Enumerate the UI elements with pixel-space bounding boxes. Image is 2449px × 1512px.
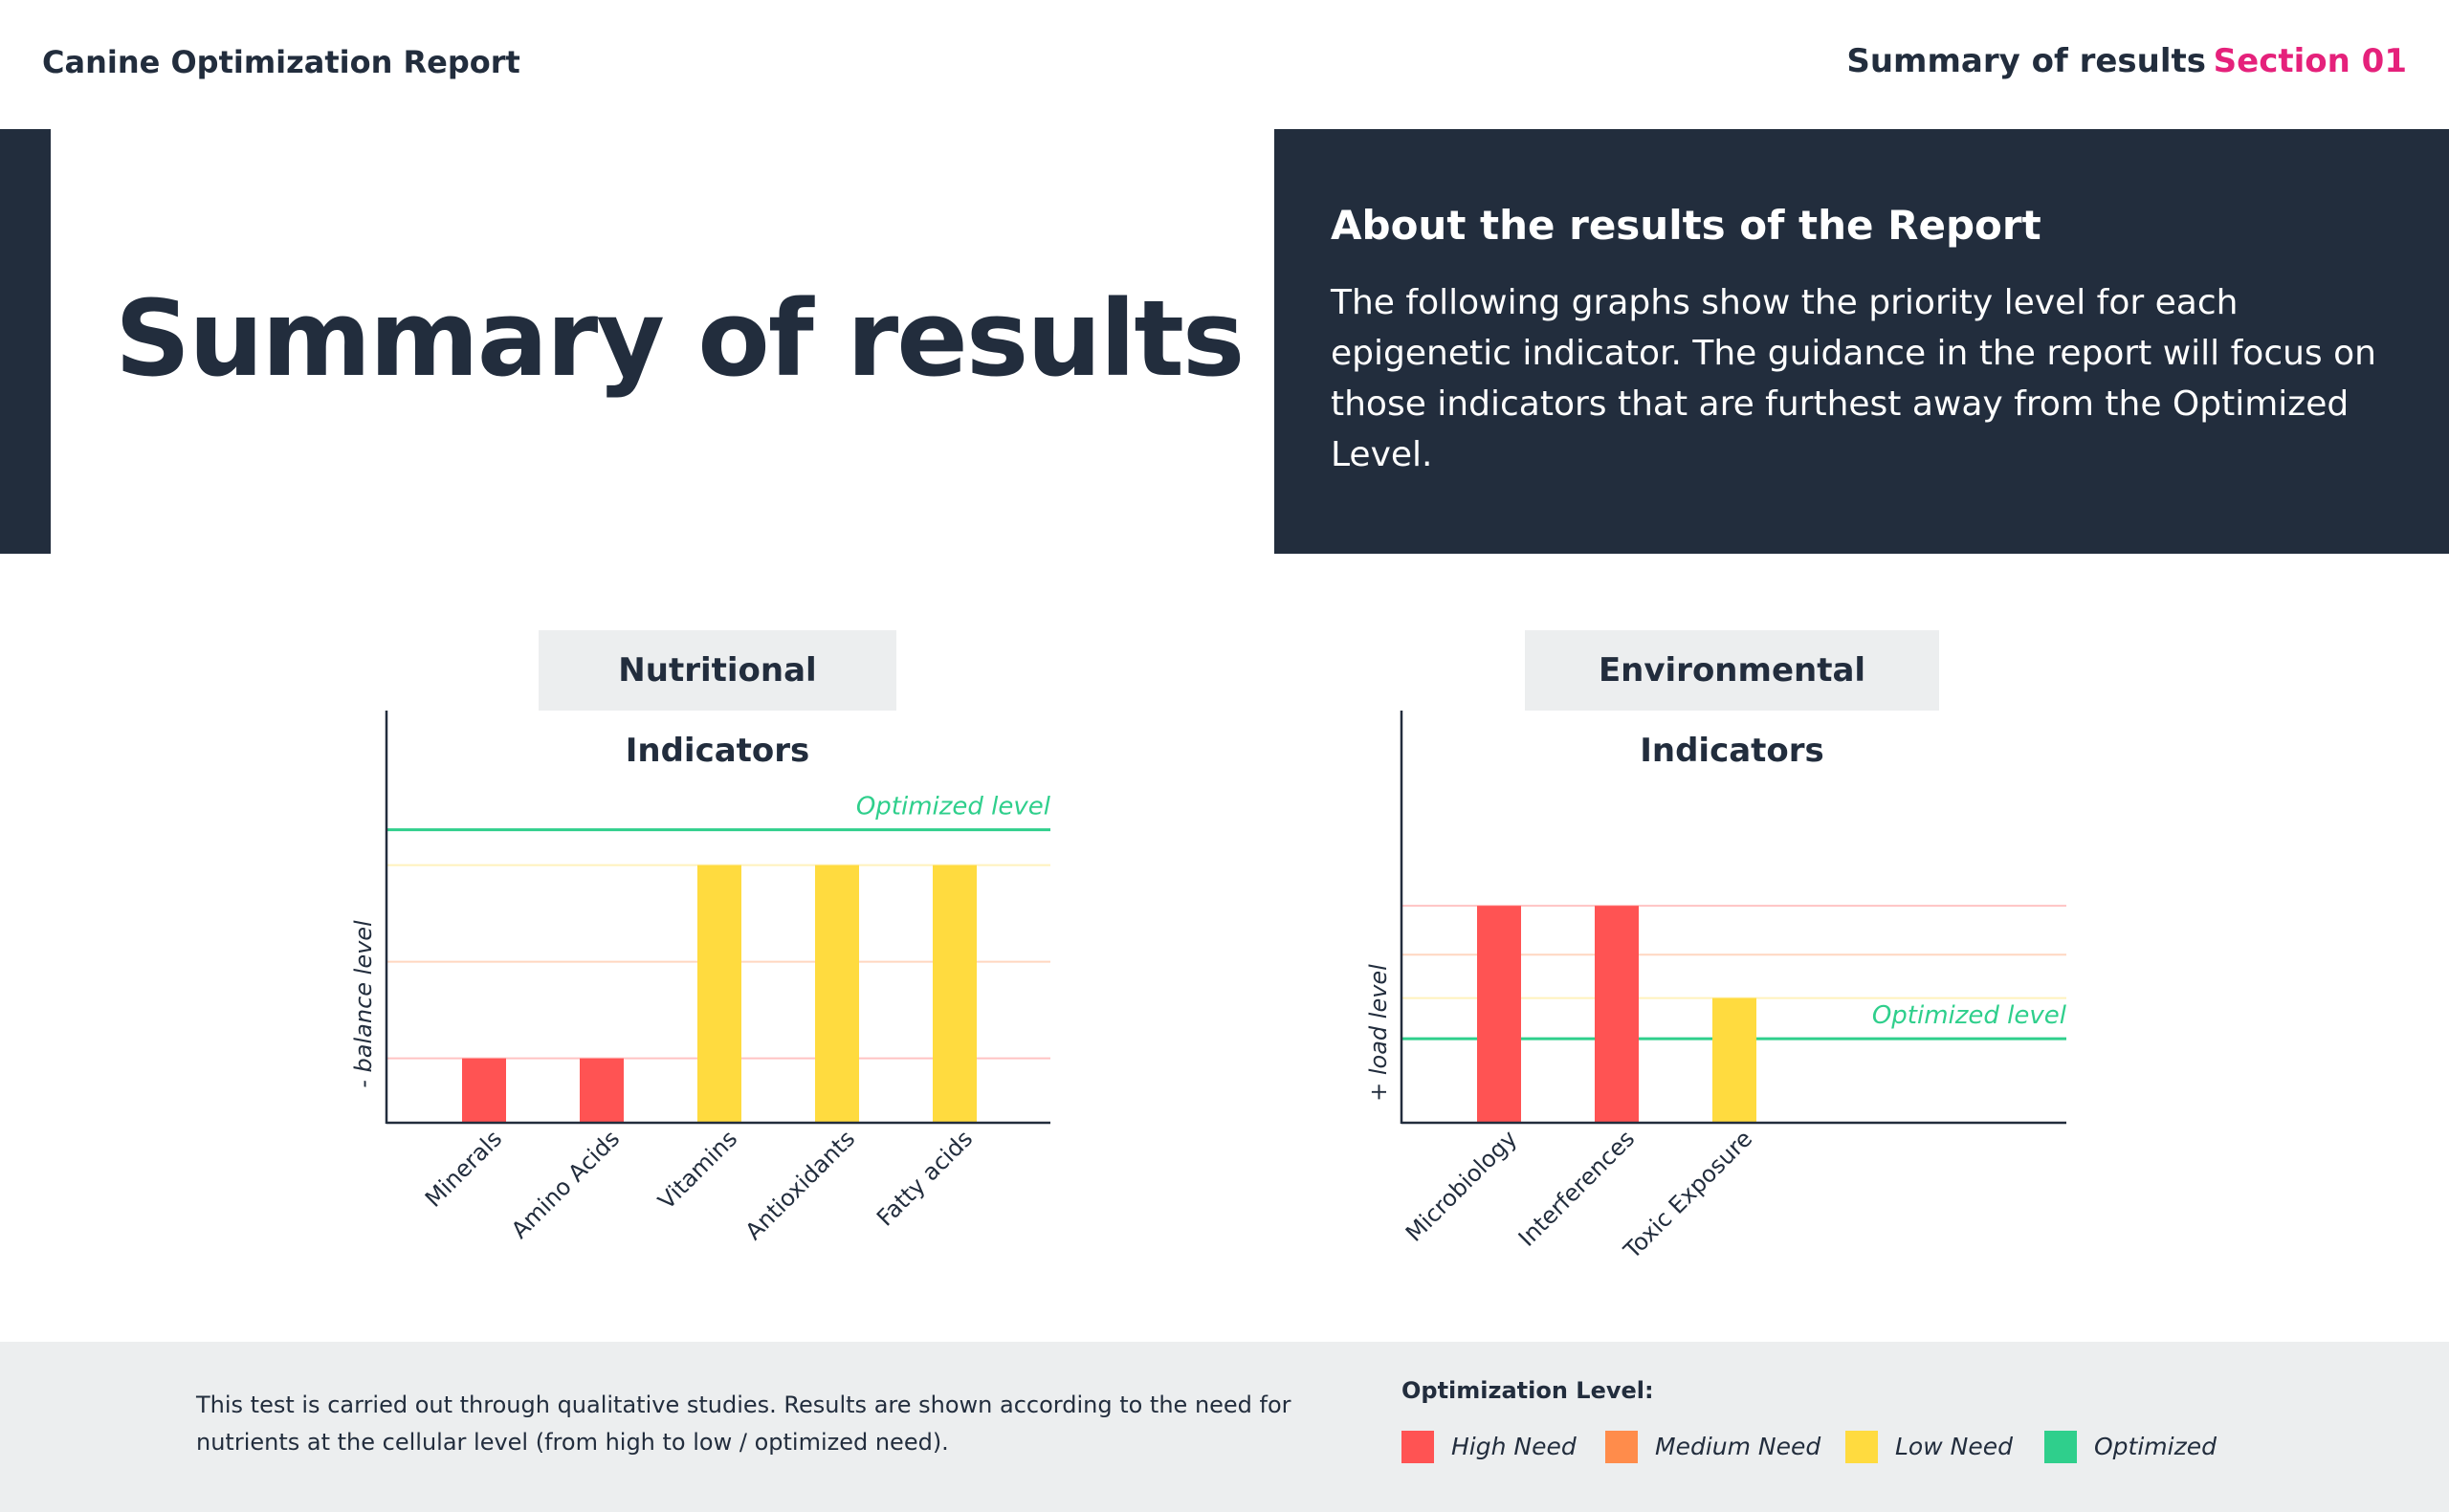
nutritional-tick-label: Amino Acids — [506, 1125, 625, 1243]
environmental-tick-label: Interferences — [1513, 1125, 1640, 1251]
environmental-tick-label: Microbiology — [1401, 1125, 1522, 1246]
nutritional-y-axis-label: - balance level — [350, 920, 377, 1088]
nutritional-tick-label: Antioxidants — [740, 1125, 861, 1245]
nutritional-tick-label: Fatty acids — [871, 1125, 978, 1231]
about-panel: About the results of the Report The foll… — [1274, 129, 2449, 554]
legend-label: High Need — [1451, 1433, 1577, 1460]
legend-title: Optimization Level: — [1401, 1377, 1654, 1404]
about-body: The following graphs show the priority l… — [1331, 283, 2376, 474]
nav-summary-link[interactable]: Summary of results — [1846, 42, 2206, 80]
legend-label: Low Need — [1895, 1433, 2013, 1460]
environmental-tick-label: Toxic Exposure — [1618, 1125, 1757, 1264]
legend-swatch — [1845, 1431, 1878, 1463]
footer-note: This test is carried out through qualita… — [196, 1391, 1291, 1456]
environmental-y-axis-label: + load level — [1365, 964, 1392, 1102]
legend-label: Optimized — [2094, 1433, 2217, 1460]
legend-swatch — [2044, 1431, 2077, 1463]
environmental-optimized-label: Optimized level — [1872, 1001, 2067, 1030]
environmental-bar-interferences — [1595, 906, 1639, 1123]
charts-canvas: Optimized level - balance level MineralsAm… — [350, 711, 2067, 1264]
nutritional-tick-label: Vitamins — [653, 1125, 743, 1215]
nutritional-bar-minerals — [462, 1058, 506, 1123]
nutritional-bar-antioxidants — [815, 865, 859, 1123]
environmental-bar-microbiology — [1477, 906, 1521, 1123]
nutritional-bar-amino-acids — [580, 1058, 624, 1123]
environmental-bar-toxic-exposure — [1712, 997, 1756, 1123]
about-title: About the results of the Report — [1331, 202, 2041, 249]
page-title: Summary of results — [115, 277, 1245, 400]
left-accent-bar — [0, 129, 51, 554]
nutritional-optimized-label: Optimized level — [856, 793, 1051, 822]
legend-swatch — [1401, 1431, 1434, 1463]
nav-section-link[interactable]: Section 01 — [2213, 42, 2407, 80]
footer-bar — [0, 1342, 2449, 1512]
legend-swatch — [1605, 1431, 1638, 1463]
nutritional-bar-vitamins — [697, 865, 741, 1123]
environmental-chart-title: Environmental Indicators — [1525, 630, 1939, 770]
legend-label: Medium Need — [1655, 1433, 1821, 1460]
nutritional-chart-title: Nutritional Indicators — [539, 630, 896, 770]
nutritional-tick-label: Minerals — [420, 1125, 507, 1212]
app-title: Canine Optimization Report — [42, 44, 520, 80]
nutritional-bar-fatty-acids — [933, 865, 977, 1123]
